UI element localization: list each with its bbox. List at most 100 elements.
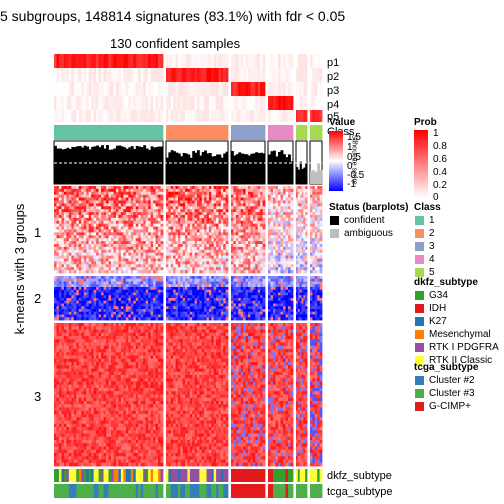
heatmap-cell xyxy=(54,276,57,280)
heatmap-cell xyxy=(243,255,246,259)
heatmap-cell xyxy=(145,229,149,233)
prob-cell xyxy=(98,110,102,122)
heatmap-cell xyxy=(248,223,251,227)
heatmap-cell xyxy=(71,261,75,265)
heatmap-cell xyxy=(233,246,237,251)
heatmap-cell xyxy=(204,261,207,265)
prob-cell xyxy=(290,68,294,82)
heatmap-cell xyxy=(192,217,196,222)
heatmap-cell xyxy=(135,241,139,245)
heatmap-cell xyxy=(194,246,198,251)
heatmap-cell xyxy=(96,241,99,245)
heatmap-cell xyxy=(120,303,124,307)
heatmap-cell xyxy=(319,292,323,296)
heatmap-cell xyxy=(252,270,256,274)
heatmap-cell xyxy=(103,200,107,204)
heatmap-cell xyxy=(310,267,313,271)
heatmap-cell xyxy=(180,278,184,282)
heatmap-cell xyxy=(120,270,124,274)
heatmap-cell xyxy=(98,276,102,280)
heatmap-cell xyxy=(192,287,196,291)
heatmap-cell xyxy=(299,287,302,291)
heatmap-cell xyxy=(98,200,102,204)
heatmap-cell xyxy=(68,206,72,210)
heatmap-cell xyxy=(255,217,259,222)
heatmap-cell xyxy=(296,264,299,268)
heatmap-cell xyxy=(133,264,137,268)
prob-cell xyxy=(145,54,149,68)
heatmap-cell xyxy=(243,200,246,204)
heatmap-cell xyxy=(130,235,134,239)
heatmap-cell xyxy=(218,232,222,236)
heatmap-cell xyxy=(231,191,234,196)
prob-cell xyxy=(54,68,57,82)
heatmap-cell xyxy=(76,188,80,193)
heatmap-cell xyxy=(213,186,217,190)
prob-cell xyxy=(208,82,212,96)
heatmap-cell xyxy=(197,197,200,201)
prob-cell xyxy=(98,82,102,96)
heatmap-cell xyxy=(71,235,75,239)
heatmap-cell xyxy=(278,217,281,222)
heatmap-cell xyxy=(160,278,164,282)
heatmap-cell xyxy=(166,303,169,307)
prob-cell xyxy=(93,54,97,68)
heatmap-cell xyxy=(140,303,144,307)
heatmap-cell xyxy=(255,232,259,236)
silhouette-bar xyxy=(58,148,62,184)
heatmap-cell xyxy=(86,203,90,207)
heatmap-cell xyxy=(98,255,102,259)
heatmap-cell xyxy=(240,238,244,242)
heatmap-cell xyxy=(88,292,92,296)
heatmap-cell xyxy=(140,249,144,254)
heatmap-cell xyxy=(120,223,124,227)
heatmap-cell xyxy=(280,191,284,196)
heatmap-cell xyxy=(61,298,65,302)
heatmap-cell xyxy=(143,300,147,304)
heatmap-cell xyxy=(288,238,291,242)
heatmap-cell xyxy=(233,223,237,227)
heatmap-cell xyxy=(240,270,244,274)
prob-cell xyxy=(110,82,114,96)
prob-cell xyxy=(223,96,227,110)
prob-cell xyxy=(245,96,249,110)
prob-cell xyxy=(235,54,239,68)
heatmap-cell xyxy=(283,215,286,219)
heatmap-cell xyxy=(260,206,263,210)
heatmap-cell xyxy=(297,264,301,268)
silhouette-bar xyxy=(120,146,124,184)
heatmap-cell xyxy=(303,188,306,193)
heatmap-cell xyxy=(110,209,114,213)
heatmap-cell xyxy=(145,249,149,254)
heatmap-cell xyxy=(56,284,60,288)
heatmap-cell xyxy=(63,281,67,285)
heatmap-cell xyxy=(68,289,72,293)
heatmap-cell xyxy=(189,206,193,210)
heatmap-cell xyxy=(319,281,323,285)
heatmap-cell xyxy=(91,246,95,251)
heatmap-cell xyxy=(76,223,80,227)
heatmap-cell xyxy=(118,264,122,268)
heatmap-cell xyxy=(175,303,179,307)
prob-cell xyxy=(148,110,152,122)
heatmap-cell xyxy=(262,203,266,207)
heatmap-cell xyxy=(71,278,75,282)
heatmap-cell xyxy=(211,226,215,230)
heatmap-cell xyxy=(73,232,77,236)
heatmap-cell xyxy=(118,209,122,213)
heatmap-cell xyxy=(153,261,156,265)
heatmap-cell xyxy=(297,300,301,304)
heatmap-cell xyxy=(135,289,139,293)
prob-cell xyxy=(235,96,239,110)
heatmap-cell xyxy=(148,186,152,190)
heatmap-cell xyxy=(211,197,215,201)
heatmap-cell xyxy=(235,255,239,259)
heatmap-cell xyxy=(233,284,237,288)
heatmap-cell xyxy=(238,191,242,196)
heatmap-cell xyxy=(235,295,239,299)
heatmap-cell xyxy=(310,298,313,302)
heatmap-cell xyxy=(260,258,263,262)
heatmap-cell xyxy=(257,295,261,299)
heatmap-cell xyxy=(285,188,289,193)
prob-cell xyxy=(101,110,104,122)
